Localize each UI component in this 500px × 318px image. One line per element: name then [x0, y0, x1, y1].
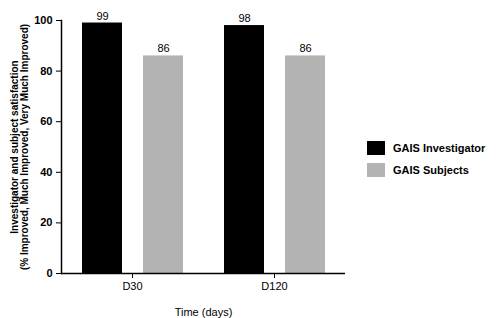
svg-text:86: 86 [157, 42, 169, 54]
svg-text:98: 98 [238, 12, 250, 24]
svg-text:Time (days): Time (days) [175, 306, 233, 318]
svg-text:40: 40 [40, 166, 52, 178]
svg-text:80: 80 [40, 65, 52, 77]
svg-text:D120: D120 [261, 280, 287, 292]
svg-text:60: 60 [40, 115, 52, 127]
svg-text:D30: D30 [122, 280, 142, 292]
svg-text:100: 100 [34, 14, 52, 26]
svg-text:99: 99 [96, 10, 108, 22]
html-text:GAIS Investigator: GAIS Investigator [393, 142, 486, 154]
svg-text:86: 86 [299, 42, 311, 54]
svg-text:Investigator and subject satis: Investigator and subject satisfaction(% … [9, 24, 30, 270]
svg-text:0: 0 [46, 267, 52, 279]
svg-text:20: 20 [40, 216, 52, 228]
html-text:GAIS Subjects: GAIS Subjects [393, 164, 469, 176]
